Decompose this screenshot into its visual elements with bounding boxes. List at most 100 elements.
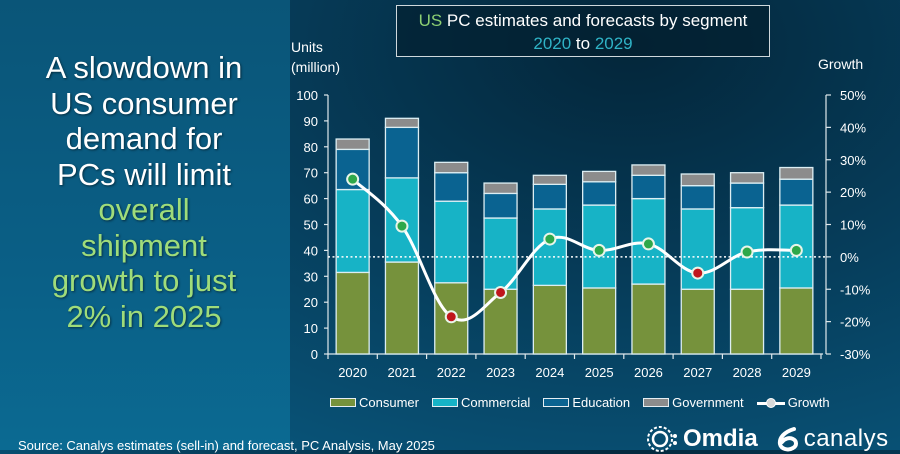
left-axis-tick-label: 80 bbox=[304, 140, 318, 155]
x-axis-tick-label: 2026 bbox=[634, 365, 663, 380]
title-country: US bbox=[418, 11, 443, 30]
right-axis-tick-label: -10% bbox=[840, 282, 871, 297]
bar-stack-2028 bbox=[729, 172, 765, 355]
bar-segment-consumer bbox=[680, 288, 715, 355]
left-axis-title-line1: Units bbox=[291, 39, 323, 55]
bar-stack-2029 bbox=[779, 166, 814, 355]
legend-label: Education bbox=[572, 395, 631, 410]
headline-highlight-line: shipment bbox=[81, 227, 207, 263]
x-axis-tick-label: 2022 bbox=[437, 365, 466, 380]
bar-segment-government bbox=[779, 166, 814, 180]
bar-segment-education bbox=[384, 126, 420, 179]
canalys-logo-text: canalys bbox=[803, 425, 889, 452]
bar-segment-government bbox=[631, 164, 666, 176]
bar-segment-government bbox=[483, 182, 518, 195]
legend-label: Growth bbox=[787, 395, 830, 410]
bar-segment-education bbox=[779, 178, 814, 206]
right-axis-tick-label: -20% bbox=[840, 315, 871, 330]
growth-point bbox=[691, 266, 705, 280]
x-axis-tick-label: 2023 bbox=[486, 365, 515, 380]
bar-stack-2024 bbox=[532, 174, 567, 355]
left-axis-title: Units (million) bbox=[291, 37, 340, 77]
chart-title: US PC estimates and forecasts by segment… bbox=[396, 5, 770, 57]
source-note: Source: Canalys estimates (sell-in) and … bbox=[18, 438, 435, 453]
growth-point bbox=[641, 237, 655, 251]
legend: Consumer Commercial Education Government… bbox=[330, 395, 843, 410]
bar-segment-government bbox=[729, 172, 765, 184]
legend-swatch-growth bbox=[756, 397, 785, 408]
bar-segment-commercial bbox=[434, 200, 469, 284]
left-axis-tick-label: 100 bbox=[296, 88, 318, 103]
bar-segment-government bbox=[434, 161, 469, 174]
x-axis-tick-label: 2027 bbox=[683, 365, 712, 380]
bar-segment-education bbox=[631, 174, 666, 200]
bar-segment-government bbox=[532, 174, 567, 186]
growth-point bbox=[494, 285, 508, 299]
title-year-from: 2020 bbox=[533, 34, 572, 53]
left-axis-title-line2: (million) bbox=[291, 59, 340, 75]
bar-segment-education bbox=[729, 182, 765, 209]
headline: A slowdown in US consumer demand for PCs… bbox=[8, 50, 280, 334]
growth-line-series bbox=[346, 172, 803, 324]
title-year-to: 2029 bbox=[594, 34, 633, 53]
left-axis-tick-label: 0 bbox=[311, 347, 318, 362]
growth-line bbox=[351, 178, 797, 322]
right-axis-tick-label: -30% bbox=[840, 347, 871, 362]
bar-segment-education bbox=[434, 172, 469, 202]
bar-segment-education bbox=[532, 183, 567, 210]
x-axis-tick-label: 2028 bbox=[733, 365, 762, 380]
x-axis-tick-label: 2029 bbox=[782, 365, 811, 380]
x-axis-tick-label: 2024 bbox=[535, 365, 564, 380]
legend-swatch-government bbox=[643, 398, 670, 407]
left-axis-tick-label: 50 bbox=[304, 218, 318, 233]
omdia-logo-icon bbox=[647, 426, 677, 452]
bar-segment-government bbox=[384, 117, 420, 129]
legend-label: Government bbox=[672, 395, 744, 410]
x-axis-labels: 2020 2021 2022 2023 2024 2025 2026 2027 2028 2029 bbox=[338, 365, 811, 380]
right-axis-tick-label: 10% bbox=[840, 218, 866, 233]
bar-segment-education bbox=[680, 184, 715, 210]
title-to: to bbox=[571, 34, 595, 53]
headline-highlight-line: growth to just bbox=[51, 263, 237, 298]
left-axis-tick-label: 40 bbox=[304, 243, 318, 258]
legend-item-growth: Growth bbox=[756, 395, 830, 410]
bar-segment-commercial bbox=[335, 188, 370, 274]
left-axis-tick-label: 90 bbox=[304, 114, 318, 129]
bar-stack-2025 bbox=[582, 170, 617, 355]
legend-item-commercial: Commercial bbox=[431, 395, 530, 410]
logos: Omdia canalys bbox=[645, 424, 889, 454]
growth-point bbox=[543, 232, 557, 246]
bar-segment-consumer bbox=[335, 271, 370, 355]
omdia-logo-text: Omdia bbox=[683, 425, 758, 452]
bar-segment-consumer bbox=[532, 284, 567, 355]
x-axis-tick-label: 2025 bbox=[585, 365, 614, 380]
growth-point bbox=[346, 172, 360, 186]
title-text: PC estimates and forecasts by segment bbox=[442, 11, 748, 30]
legend-item-government: Government bbox=[643, 395, 744, 410]
bar-stack-2020 bbox=[335, 138, 370, 355]
bar-segment-consumer bbox=[384, 261, 420, 355]
legend-swatch-consumer bbox=[330, 398, 356, 407]
bar-segment-education bbox=[582, 181, 617, 206]
left-axis-tick-label: 10 bbox=[304, 321, 318, 336]
bar-stack-2027 bbox=[680, 173, 715, 355]
legend-label: Consumer bbox=[359, 395, 419, 410]
bar-segment-government bbox=[582, 170, 617, 183]
right-axis: -30% -20% -10% 0% 10% 20% 30% 40% 50% bbox=[825, 88, 871, 362]
bar-segment-government bbox=[680, 173, 715, 187]
bar-segment-consumer bbox=[631, 283, 666, 355]
left-axis-tick-label: 60 bbox=[304, 192, 318, 207]
headline-line: A slowdown in bbox=[45, 50, 243, 85]
left-axis-tick-label: 20 bbox=[304, 295, 318, 310]
legend-item-consumer: Consumer bbox=[330, 395, 419, 410]
legend-swatch-commercial bbox=[431, 398, 458, 407]
left-axis-tick-label: 30 bbox=[304, 269, 318, 284]
bar-stack-2023 bbox=[483, 182, 518, 355]
headline-highlight-line: 2% in 2025 bbox=[66, 298, 222, 334]
canalys-logo-icon bbox=[777, 427, 798, 452]
bar-stack-2022 bbox=[434, 161, 469, 355]
bar-segment-consumer bbox=[779, 287, 814, 355]
x-axis-tick-label: 2020 bbox=[338, 365, 367, 380]
bar-stack-2021 bbox=[384, 117, 420, 355]
